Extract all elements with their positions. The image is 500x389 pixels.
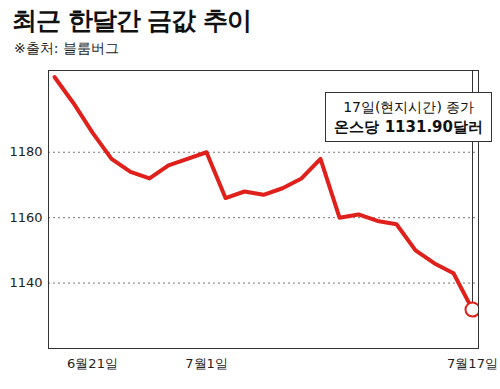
svg-text:1140: 1140: [9, 275, 42, 290]
html-text:온스당 1131.90달러: 온스당 1131.90달러: [334, 118, 483, 136]
svg-text:1180: 1180: [9, 144, 42, 159]
svg-text:7월17일: 7월17일: [447, 356, 498, 371]
html-text:최근 한달간 금값 추이: 최근 한달간 금값 추이: [12, 6, 252, 35]
svg-text:7월1일: 7월1일: [185, 356, 228, 371]
html-text:17일(현지시간) 종가: 17일(현지시간) 종가: [343, 99, 475, 115]
svg-text:6월21일: 6월21일: [67, 356, 118, 371]
svg-text:1160: 1160: [9, 210, 42, 225]
html-text:※출처: 블룸버그: ※출처: 블룸버그: [14, 40, 119, 56]
